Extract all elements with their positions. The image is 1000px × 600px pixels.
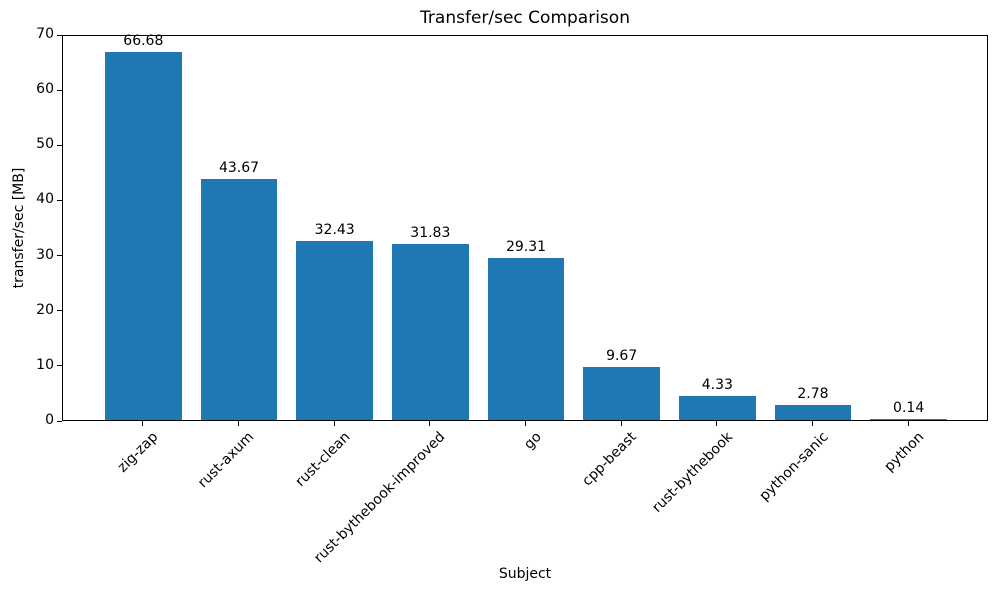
x-tick-mark [716,421,718,426]
y-tick-mark [57,89,62,91]
bar-value-label: 43.67 [218,160,260,177]
bar-cpp-beast [583,366,660,420]
x-tick-mark [811,421,813,426]
bar-rust-axum [200,179,278,420]
y-tick-mark [57,144,62,146]
bar-value-label: 4.33 [701,377,733,394]
x-tick-mark [907,421,909,426]
bar-zig-zap [105,52,182,420]
x-tick-label-python-sanic: python-sanic [756,429,832,505]
x-tick-label-python: python [881,429,927,475]
y-tick-label: 70 [36,26,54,42]
y-tick-mark [57,199,62,201]
bar-rust-clean [296,241,373,420]
x-axis-label: Subject [498,566,552,582]
y-tick-mark [57,34,62,36]
x-tick-mark [620,421,622,426]
y-tick-label: 20 [36,301,54,318]
y-tick-label: 0 [45,412,54,428]
y-tick-mark [57,420,62,422]
y-tick-label: 10 [36,356,54,373]
bar-value-label: 9.67 [606,347,638,364]
bar-value-label: 32.43 [314,222,355,239]
x-tick-mark [142,421,144,426]
bar-value-label: 31.83 [410,225,451,242]
bar-value-label: 2.78 [797,385,829,402]
x-tick-mark [525,421,526,426]
x-tick-mark [333,421,335,426]
y-axis-label: transfer/sec [MB] [11,167,27,289]
x-tick-label-go: go [520,429,545,453]
x-tick-mark [238,421,240,426]
plot-area: 66.68 43.67 32.43 31.83 29.31 9.67 4.33 2.78 0.1… [62,33,988,421]
y-tick-mark [57,365,62,367]
x-tick-label-rust-clean: rust-clean [292,429,354,490]
bar-value-label: 29.31 [505,239,547,256]
chart-title: Transfer/sec Comparison [420,8,630,28]
bar-python-sanic [774,404,852,420]
bar-rust-bythebook-improved [392,244,469,420]
y-tick-mark [57,255,62,257]
bar-rust-bythebook [679,396,756,420]
x-tick-label-rust-bythebook: rust-bythebook [648,429,736,516]
y-tick-mark [57,310,62,312]
x-tick-label-cpp-beast: cpp-beast [579,429,640,490]
bar-value-label: 66.68 [123,33,164,50]
x-tick-label-rust-axum: rust-axum [195,429,258,492]
bar-value-label: 0.14 [893,400,925,417]
x-tick-label-zig-zap: zig-zap [115,429,162,476]
y-tick-label: 30 [36,246,54,263]
x-tick-mark [429,421,431,426]
bar-go [487,258,565,420]
y-tick-label: 40 [36,191,54,208]
bar-python [870,419,947,420]
y-tick-label: 50 [36,136,54,153]
y-tick-label: 60 [36,81,54,98]
